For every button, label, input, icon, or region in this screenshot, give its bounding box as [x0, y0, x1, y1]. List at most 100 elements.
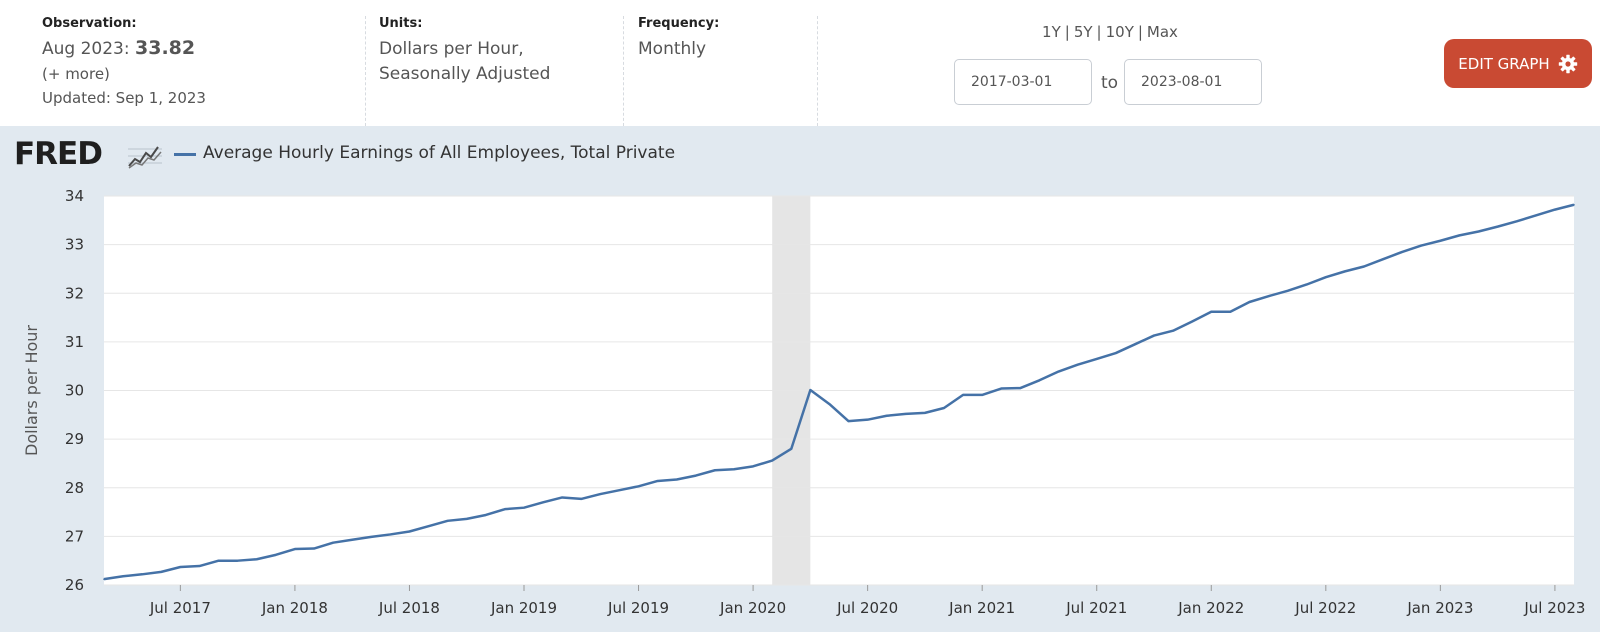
- x-tick-label: Jul 2023: [1523, 599, 1585, 617]
- divider: [817, 16, 818, 126]
- divider: [623, 16, 624, 126]
- edit-graph-button[interactable]: EDIT GRAPH: [1444, 39, 1592, 88]
- x-tick-label: Jul 2019: [607, 599, 669, 617]
- observation-block: Observation: Aug 2023: 33.82 (+ more) Up…: [42, 16, 206, 113]
- frequency-block: Frequency: Monthly: [638, 16, 719, 62]
- data-point: [1363, 265, 1365, 268]
- end-date-input[interactable]: [1124, 59, 1262, 105]
- x-tick-label: Jan 2018: [261, 599, 328, 617]
- data-point: [275, 554, 277, 556]
- data-point: [313, 547, 315, 550]
- data-point: [847, 420, 850, 422]
- data-point: [771, 459, 773, 462]
- range-separator: |: [1064, 23, 1070, 41]
- data-point: [1515, 220, 1518, 223]
- range-separator: |: [1096, 23, 1102, 41]
- range-max[interactable]: Max: [1146, 23, 1178, 41]
- x-tick-label: Jan 2021: [948, 599, 1015, 617]
- data-point: [675, 478, 678, 481]
- observation-line: Aug 2023: 33.82: [42, 37, 206, 59]
- units-line-2: Seasonally Adjusted: [379, 64, 551, 84]
- data-point: [351, 538, 353, 541]
- x-tick-label: Jan 2023: [1406, 599, 1473, 617]
- units-label: Units:: [379, 16, 423, 31]
- data-point: [1535, 214, 1537, 217]
- data-point: [1439, 239, 1442, 242]
- data-point: [1076, 363, 1079, 366]
- data-point: [905, 413, 907, 415]
- data-point: [179, 566, 182, 568]
- data-point: [1229, 310, 1232, 313]
- updated-text: Updated: Sep 1, 2023: [42, 89, 206, 107]
- data-point: [618, 489, 621, 491]
- data-point: [1115, 352, 1117, 354]
- data-point: [561, 496, 563, 499]
- x-tick-label: Jan 2019: [490, 599, 557, 617]
- data-point: [752, 465, 754, 468]
- observation-period: Aug 2023:: [42, 39, 130, 59]
- data-point: [408, 530, 411, 533]
- fred-logo[interactable]: FRED: [14, 136, 103, 172]
- data-point: [599, 493, 602, 495]
- data-point: [1057, 370, 1060, 373]
- y-tick-label: 31: [65, 333, 84, 351]
- legend-label: Average Hourly Earnings of All Employees…: [203, 143, 676, 163]
- data-point: [1420, 244, 1423, 247]
- units-line-1: Dollars per Hour,: [379, 39, 524, 59]
- data-point: [103, 578, 105, 580]
- data-point: [1496, 225, 1499, 228]
- data-point: [1210, 310, 1213, 313]
- data-point: [1248, 301, 1251, 303]
- data-point: [446, 520, 449, 522]
- data-point: [981, 394, 983, 396]
- data-point: [1554, 208, 1556, 211]
- more-link[interactable]: (+ more): [42, 65, 110, 83]
- data-point: [637, 485, 640, 488]
- y-tick-label: 27: [65, 527, 84, 545]
- data-point: [542, 501, 544, 504]
- range-1y[interactable]: 1Y: [1042, 23, 1061, 41]
- x-tick-label: Jul 2017: [149, 599, 211, 617]
- data-point: [1267, 295, 1270, 297]
- data-point: [332, 541, 334, 544]
- data-point: [465, 518, 468, 520]
- info-bar: Observation: Aug 2023: 33.82 (+ more) Up…: [0, 0, 1600, 126]
- data-point: [1305, 283, 1308, 286]
- range-5y[interactable]: 5Y: [1073, 23, 1093, 41]
- data-point: [389, 533, 392, 536]
- y-tick-label: 30: [65, 382, 84, 400]
- data-point: [1458, 234, 1461, 237]
- observation-value: 33.82: [135, 37, 196, 59]
- data-point: [1191, 320, 1193, 323]
- data-point: [1019, 387, 1022, 389]
- range-10y[interactable]: 10Y: [1105, 23, 1134, 41]
- data-point: [1153, 334, 1155, 337]
- fred-graph-icon: [128, 142, 162, 170]
- series-line: [103, 203, 1575, 581]
- data-point: [1038, 379, 1041, 382]
- y-tick-label: 32: [65, 284, 84, 302]
- to-label: to: [1101, 73, 1119, 93]
- data-point: [523, 506, 525, 509]
- data-point: [370, 536, 373, 538]
- start-date-input[interactable]: [954, 59, 1092, 105]
- y-tick-label: 26: [65, 576, 84, 594]
- frequency-label: Frequency:: [638, 16, 720, 31]
- data-point: [695, 474, 697, 477]
- data-point: [485, 514, 487, 516]
- legend-swatch: [174, 153, 196, 156]
- observation-label: Observation:: [42, 16, 137, 31]
- x-tick-label: Jul 2022: [1294, 599, 1356, 617]
- x-tick-label: Jan 2020: [719, 599, 786, 617]
- data-point: [1573, 203, 1575, 206]
- data-point: [1325, 276, 1327, 279]
- data-point: [1134, 343, 1136, 346]
- x-tick-label: Jul 2020: [836, 599, 898, 617]
- range-separator: |: [1137, 23, 1143, 41]
- y-axis-label: Dollars per Hour: [22, 325, 41, 456]
- data-point: [1286, 290, 1289, 292]
- data-point: [1095, 358, 1098, 360]
- y-tick-label: 28: [65, 479, 84, 497]
- data-point: [962, 394, 964, 396]
- data-point: [217, 559, 220, 562]
